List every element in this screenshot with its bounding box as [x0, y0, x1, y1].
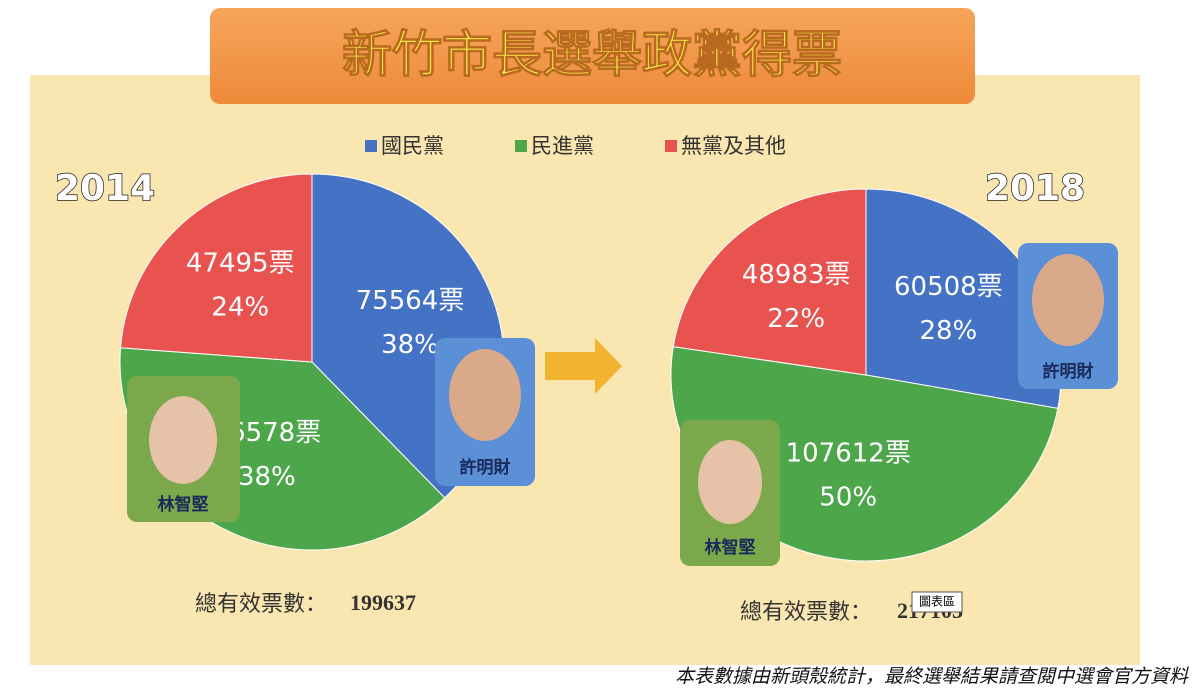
value-label: 75564票 — [356, 286, 465, 316]
value-label: 107612票 — [786, 438, 911, 468]
chart-year: 2018 — [985, 168, 1085, 209]
chart-year: 2014 — [55, 168, 155, 209]
legend-swatch — [515, 140, 527, 152]
legend: 國民黨 民進黨 無黨及其他 — [365, 134, 786, 158]
photo-caption: 林智堅 — [705, 537, 756, 558]
percent-label: 24% — [211, 293, 269, 323]
value-label: 60508票 — [894, 272, 1003, 302]
percent-label: 22% — [767, 304, 825, 334]
chart-title: 新竹市長選舉政黨得票 — [342, 26, 842, 84]
photo-caption: 許明財 — [460, 457, 511, 478]
photo-caption: 林智堅 — [158, 494, 209, 515]
pie-slice — [672, 188, 867, 376]
photo: 林智堅 — [127, 376, 240, 522]
legend-label: 國民黨 — [381, 134, 444, 158]
legend-label: 民進黨 — [531, 134, 594, 158]
photo-caption: 許明財 — [1043, 361, 1094, 382]
tooltip-box — [911, 591, 963, 613]
percent-label: 50% — [819, 482, 877, 512]
photo: 許明財 — [435, 338, 535, 486]
percent-label: 38% — [238, 462, 296, 492]
legend-swatch — [665, 140, 677, 152]
total-label: 總有效票數： — [195, 592, 327, 617]
percent-label: 38% — [381, 330, 439, 360]
pie-slice — [120, 173, 313, 363]
arrow — [545, 338, 622, 394]
photo: 許明財 — [1018, 243, 1118, 389]
title-banner — [210, 8, 975, 104]
legend-swatch — [365, 140, 377, 152]
value-label: 48983票 — [742, 260, 851, 290]
footnote: 本表數據由新頭殼統計，最終選舉結果請查閱中選會官方資料 — [675, 666, 1189, 688]
tooltip: 圖表區 — [919, 595, 955, 609]
percent-label: 28% — [919, 316, 977, 346]
value-label: 47495票 — [186, 249, 295, 279]
legend-label: 無黨及其他 — [681, 134, 786, 158]
photo: 林智堅 — [680, 420, 780, 566]
total: 199637 — [350, 590, 416, 615]
total-label: 總有效票數： — [740, 600, 872, 625]
